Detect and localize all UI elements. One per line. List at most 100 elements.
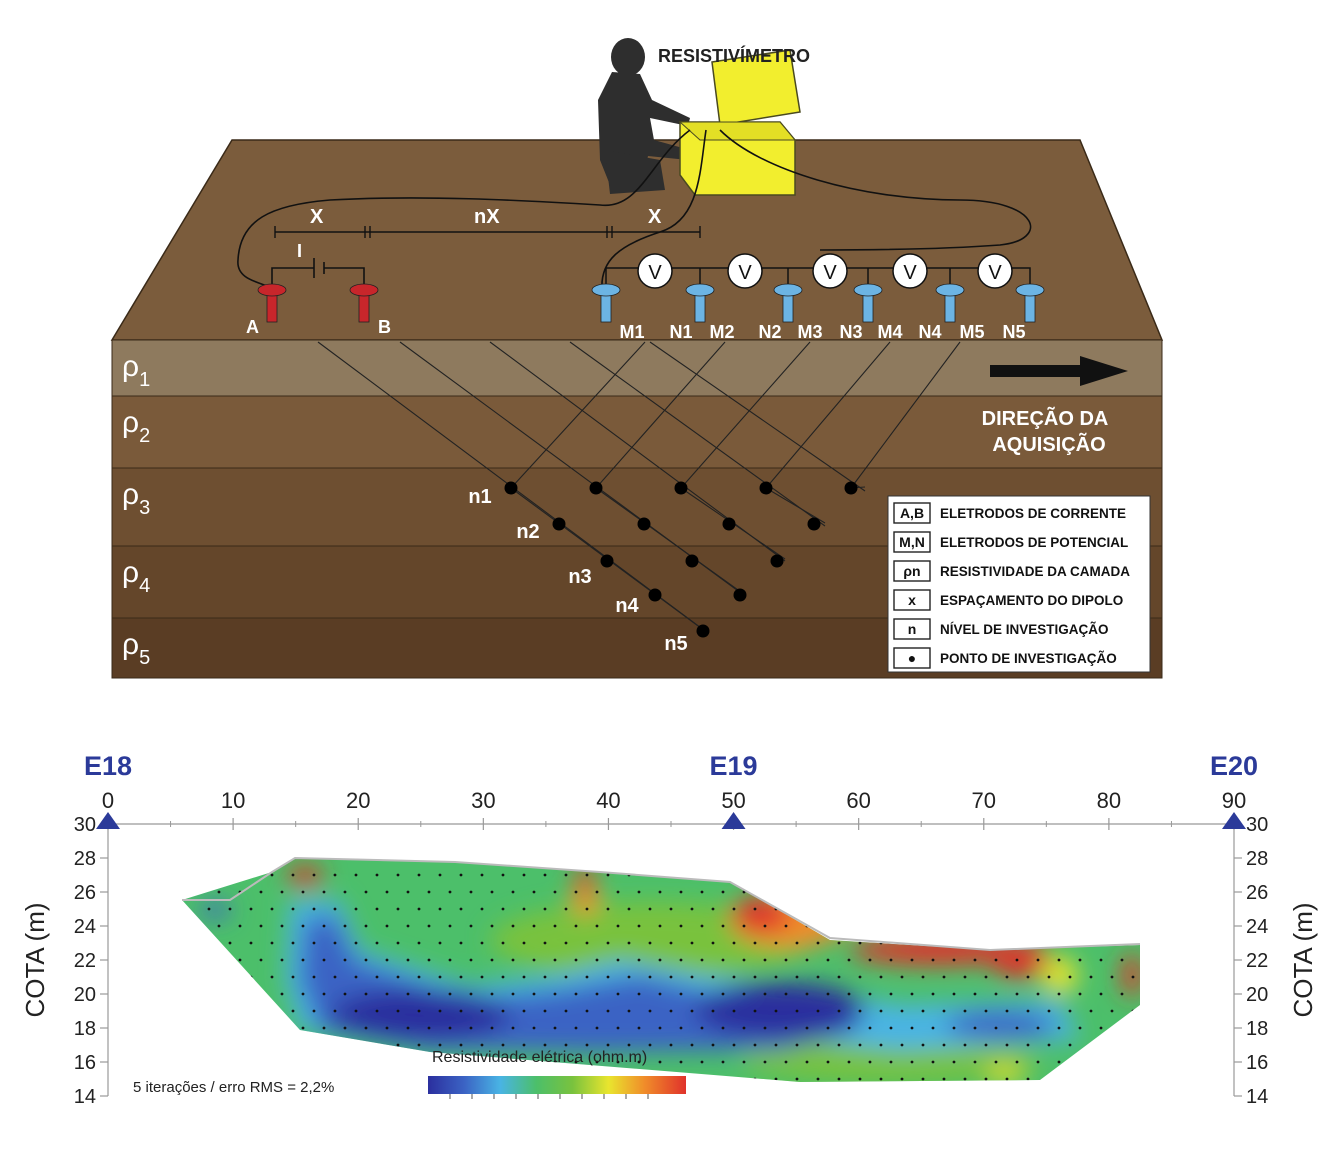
legend-key: ρn xyxy=(903,563,920,579)
x-tick-label: 90 xyxy=(1222,788,1246,813)
potential-electrode-2 xyxy=(685,283,715,323)
potential-electrode-label-m1: M1 xyxy=(619,322,644,342)
potential-electrode-4 xyxy=(853,283,883,323)
investigation-point xyxy=(685,554,699,568)
y-tick-label-right: 16 xyxy=(1246,1052,1268,1074)
investigation-point xyxy=(504,481,518,495)
layer-2 xyxy=(111,395,1163,469)
x-tick-label: 40 xyxy=(596,788,620,813)
level-label-n4: n4 xyxy=(615,595,639,617)
investigation-point xyxy=(733,588,747,602)
y-tick-label-left: 16 xyxy=(74,1052,96,1074)
x-tick-label: 10 xyxy=(221,788,245,813)
layer-label-4: ρ4 xyxy=(122,556,150,597)
legend-text: ELETRODOS DE CORRENTE xyxy=(940,506,1126,521)
potential-electrode-label-n3: N3 xyxy=(839,322,862,342)
legend-item: A,B ELETRODOS DE CORRENTE xyxy=(893,502,1126,524)
direction-line1: DIREÇÃO DA xyxy=(982,407,1109,430)
colorbar xyxy=(428,1076,686,1094)
station-e20: E20 xyxy=(1210,751,1258,829)
spacing-x-right: X xyxy=(648,206,662,228)
electrode-b xyxy=(349,283,379,323)
instrument-label: RESISTIVÍMETRO xyxy=(658,45,810,66)
colorbar-ticks xyxy=(449,1094,649,1099)
station-label: E19 xyxy=(710,751,758,781)
x-tick-label: 20 xyxy=(346,788,370,813)
spacing-x-left: X xyxy=(310,206,324,228)
investigation-point xyxy=(600,554,614,568)
potential-electrode-label-m5: M5 xyxy=(959,322,984,342)
investigation-point xyxy=(648,588,662,602)
y-tick-label-left: 24 xyxy=(74,916,96,938)
station-label: E18 xyxy=(84,751,132,781)
layer-label-5: ρ5 xyxy=(122,628,150,669)
y-tick-label-left: 18 xyxy=(74,1018,96,1040)
layer-label-3: ρ3 xyxy=(122,478,150,519)
legend-item: ● PONTO DE INVESTIGAÇÃO xyxy=(893,647,1117,669)
potential-electrode-6 xyxy=(1015,283,1045,323)
investigation-point xyxy=(696,624,710,638)
legend-text: ELETRODOS DE POTENCIAL xyxy=(940,535,1128,550)
potential-electrode-label-m3: M3 xyxy=(797,322,822,342)
legend-item: x ESPAÇAMENTO DO DIPOLO xyxy=(893,589,1123,611)
level-label-n5: n5 xyxy=(664,633,687,655)
investigation-point xyxy=(807,517,821,531)
operator-silhouette xyxy=(598,38,690,194)
svg-text:V: V xyxy=(648,262,662,284)
potential-electrode-label-n1: N1 xyxy=(669,322,692,342)
potential-electrode-label-n2: N2 xyxy=(758,322,781,342)
investigation-point xyxy=(759,481,773,495)
y-axis-label-right: COTA (m) xyxy=(1288,902,1318,1017)
svg-text:V: V xyxy=(738,262,752,284)
y-tick-label-right: 28 xyxy=(1246,848,1268,870)
voltmeter-3: V xyxy=(812,253,848,289)
y-tick-label-right: 30 xyxy=(1246,814,1268,836)
y-tick-label-right: 20 xyxy=(1246,984,1268,1006)
y-tick-label-left: 22 xyxy=(74,950,96,972)
voltmeter-1: V xyxy=(637,253,673,289)
x-tick-label: 60 xyxy=(846,788,870,813)
current-label: I xyxy=(297,241,302,261)
colorbar-label: Resistividade elétrica (ohm.m) xyxy=(432,1049,647,1066)
level-label-n3: n3 xyxy=(568,566,591,588)
spacing-nx: nX xyxy=(474,206,500,228)
y-tick-label-left: 20 xyxy=(74,984,96,1006)
potential-electrode-3 xyxy=(773,283,803,323)
legend-key: n xyxy=(908,621,917,637)
legend-text: ESPAÇAMENTO DO DIPOLO xyxy=(940,593,1123,608)
y-tick-label-left: 28 xyxy=(74,848,96,870)
x-tick-label: 70 xyxy=(972,788,996,813)
level-label-n1: n1 xyxy=(468,486,491,508)
station-e18: E18 xyxy=(84,751,132,829)
investigation-point xyxy=(589,481,603,495)
legend-item: M,N ELETRODOS DE POTENCIAL xyxy=(893,531,1128,553)
voltmeter-4: V xyxy=(892,253,928,289)
potential-electrode-5 xyxy=(935,283,965,323)
x-tick-label: 50 xyxy=(721,788,745,813)
svg-text:V: V xyxy=(823,262,837,284)
investigation-point xyxy=(770,554,784,568)
y-tick-label-left: 14 xyxy=(74,1086,96,1108)
potential-electrode-label-n5: N5 xyxy=(1002,322,1025,342)
y-tick-label-right: 22 xyxy=(1246,950,1268,972)
electrode-label-a: A xyxy=(246,317,259,337)
layer-1 xyxy=(111,339,1163,397)
investigation-point xyxy=(844,481,858,495)
legend-item: n NÍVEL DE INVESTIGAÇÃO xyxy=(893,618,1109,640)
electrodes: A B V V V V V M1 N1 M2 N2 M3 N3 M4 N4 M5 N5 xyxy=(246,253,1045,342)
electrode-a xyxy=(257,283,287,323)
legend-text: NÍVEL DE INVESTIGAÇÃO xyxy=(940,622,1109,637)
current-circuit xyxy=(271,258,365,288)
legend-text: RESISTIVIDADE DA CAMADA xyxy=(940,564,1130,579)
electrode-label-b: B xyxy=(378,317,391,337)
voltmeter-2: V xyxy=(727,253,763,289)
y-tick-label-right: 24 xyxy=(1246,916,1268,938)
legend-key: x xyxy=(908,592,916,608)
investigation-point xyxy=(637,517,651,531)
layer-label-1: ρ1 xyxy=(122,350,150,391)
x-tick-label: 0 xyxy=(102,788,114,813)
spacing-dimensions xyxy=(274,226,701,238)
inversion-note: 5 iterações / erro RMS = 2,2% xyxy=(133,1079,334,1096)
